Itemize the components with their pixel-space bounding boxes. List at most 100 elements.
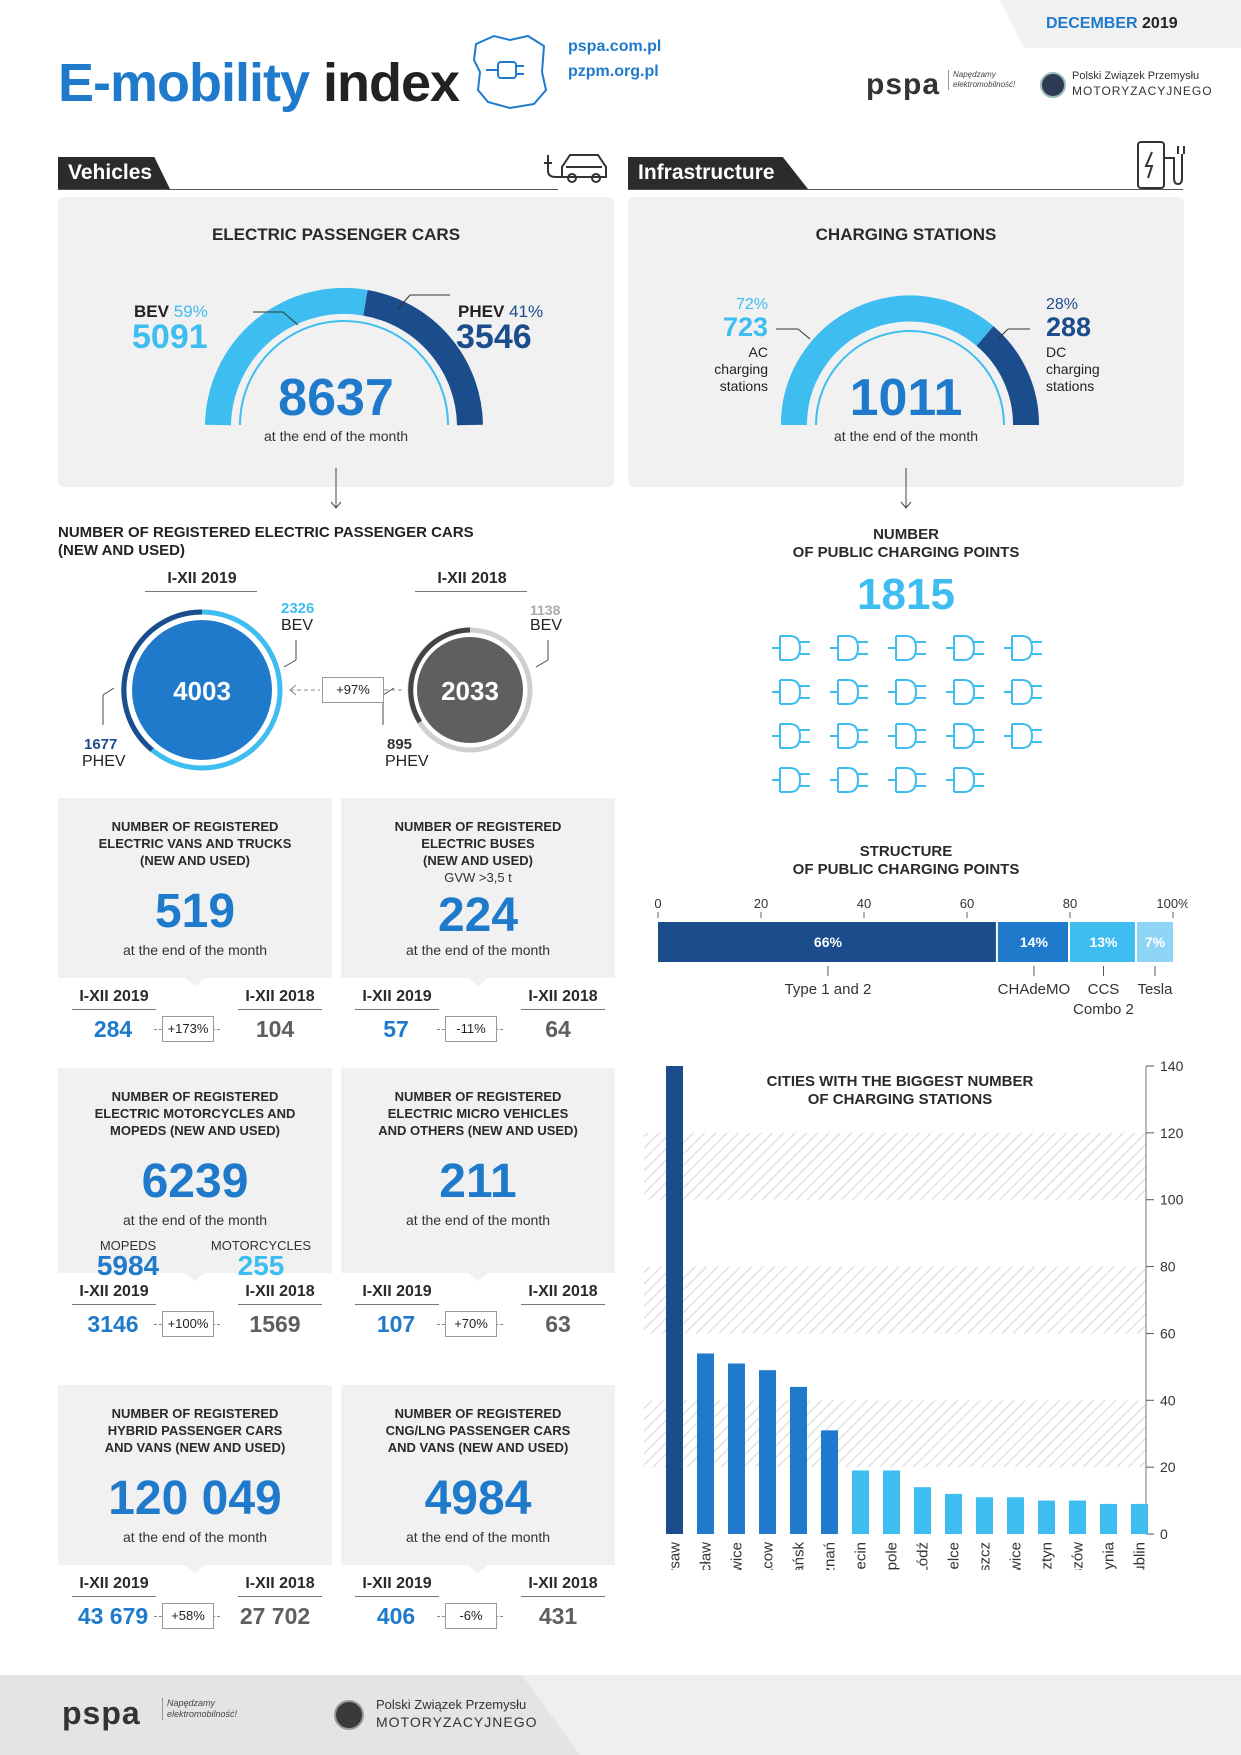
pzpm-line2: MOTORYZACYJNEGO (1072, 84, 1213, 98)
cities-category-label: Warsaw (667, 1542, 684, 1570)
reg-2019-total: 4003 (173, 676, 231, 706)
plug-icon (946, 767, 984, 793)
card-2019-value: 406 (376, 1603, 416, 1629)
card-2019-label: I-XII 2019 (362, 1575, 432, 1592)
card-change-badge: +173% (162, 1016, 214, 1042)
card-value: 224 (437, 889, 519, 942)
epc-bev-label: BEV (134, 302, 169, 321)
cities-category-label: Olsztyn (1039, 1542, 1056, 1570)
epc-gauge (205, 287, 483, 426)
title-part1: E-mobility (58, 53, 310, 113)
card-value: 6239 (141, 1155, 249, 1208)
card-2018-value: 104 (255, 1016, 295, 1042)
structure-bar-segment (997, 922, 1068, 962)
card-title-line1: NUMBER OF REGISTERED (111, 1089, 279, 1104)
vehicle-card (58, 1068, 332, 1273)
card-notch (185, 1273, 205, 1281)
plug-icon (1004, 723, 1042, 749)
structure-category-label: Combo 2 (1073, 1001, 1134, 1018)
reg-2018-bev-label: BEV (530, 617, 563, 634)
plug-icon (888, 723, 926, 749)
epc-bev-pct: 59% (173, 302, 208, 321)
plug-icon (830, 635, 868, 661)
stations-dc-label1: DC (1046, 344, 1067, 360)
card-notch (468, 978, 488, 986)
card-2018-label: I-XII 2018 (245, 1283, 315, 1300)
card-title-line2: ELECTRIC MICRO VEHICLES (387, 1106, 569, 1121)
plug-icon (888, 767, 926, 793)
structure-tick-label: 0 (654, 896, 661, 911)
card-title-line2: ELECTRIC BUSES (421, 836, 535, 851)
footer-pzpm-line1: Polski Związek Przemysłu (376, 1697, 527, 1712)
stations-title: CHARGING STATIONS (815, 225, 997, 244)
stations-down-arrow (900, 468, 912, 509)
vehicle-card (341, 1068, 615, 1273)
cities-y-tick-label: 100 (1160, 1192, 1184, 1208)
card-2018-underline (238, 1596, 322, 1597)
structure-value-label: 66% (814, 934, 843, 950)
card-caption: at the end of the month (406, 1212, 550, 1228)
stations-gauge-ac-arc (780, 295, 994, 426)
structure-title-line1: STRUCTURE (859, 843, 953, 860)
cities-bar (1100, 1503, 1117, 1534)
plug-icon (830, 723, 868, 749)
structure-category-label: CCS (1088, 981, 1120, 998)
poland-plug-icon (472, 34, 548, 110)
card-title-line1: NUMBER OF REGISTERED (394, 1089, 562, 1104)
title-part2: index (323, 53, 460, 113)
cities-y-tick-label: 140 (1160, 1058, 1184, 1074)
plug-icon (946, 679, 984, 705)
card-notch (468, 1565, 488, 1573)
cities-y-tick-label: 40 (1160, 1392, 1176, 1408)
plug-icon (946, 723, 984, 749)
stations-dc-label2: charging (1046, 361, 1100, 377)
date-tab (1000, 0, 1241, 48)
structure-value-label: 7% (1145, 934, 1166, 950)
cities-category-label: Bydgoszcz (977, 1542, 994, 1570)
vehicle-card (341, 1385, 615, 1565)
reg-title-line2: (NEW AND USED) (58, 542, 185, 559)
reg-2019-phev-value: 1677 (84, 736, 118, 753)
card-value: 120 049 (108, 1472, 282, 1525)
card-title-line3: AND VANS (NEW AND USED) (104, 1440, 286, 1455)
reg-2018-phev-value: 895 (387, 736, 413, 753)
url-pzpm[interactable]: pzpm.org.pl (568, 63, 659, 80)
epc-total: 8637 (278, 369, 394, 427)
structure-bar-segment (658, 922, 996, 962)
reg-2019-label: I-XII 2019 (167, 570, 237, 587)
card-title-line3: AND OTHERS (NEW AND USED) (378, 1123, 578, 1138)
card-title-line3: (NEW AND USED) (139, 853, 250, 868)
page-title: E-mobility index (58, 52, 460, 114)
card-change-badge: +58% (162, 1603, 214, 1629)
mopeds-value: 5984 (96, 1250, 160, 1281)
cities-bar (728, 1363, 745, 1534)
url-pspa[interactable]: pspa.com.pl (568, 38, 662, 55)
cities-bar (759, 1370, 776, 1534)
plug-icon-grid (772, 635, 1042, 793)
card-2018-label: I-XII 2018 (245, 988, 315, 1005)
cities-bar (883, 1470, 900, 1534)
card-2018-label: I-XII 2018 (528, 1283, 598, 1300)
card-title-line3: MOPEDS (NEW AND USED) (110, 1123, 280, 1138)
report-month: DECEMBER (1046, 15, 1138, 32)
stations-caption: at the end of the month (834, 428, 978, 444)
reg-2019-bev-value: 2326 (281, 600, 315, 617)
card-2018-value: 431 (538, 1603, 578, 1629)
plug-icon (1004, 679, 1042, 705)
cities-grid-band (644, 1400, 1146, 1468)
plug-icon (772, 723, 810, 749)
plug-icon (888, 679, 926, 705)
structure-value-label: 14% (1020, 934, 1049, 950)
card-change-badge: -6% (445, 1603, 497, 1629)
card-value: 519 (154, 885, 236, 938)
cities-bar (1038, 1500, 1055, 1534)
epc-phev-value: 3546 (456, 318, 532, 356)
card-2019-underline (355, 1009, 439, 1010)
cities-category-label: Cracow (760, 1542, 777, 1570)
reg-2019-bev-label: BEV (281, 617, 314, 634)
stations-dc-pct: 28% (1046, 296, 1079, 313)
section-vehicles-tab: Vehicles (58, 157, 170, 189)
stations-total: 1011 (849, 369, 963, 427)
card-value: 211 (439, 1155, 517, 1208)
cities-bar (852, 1470, 869, 1534)
